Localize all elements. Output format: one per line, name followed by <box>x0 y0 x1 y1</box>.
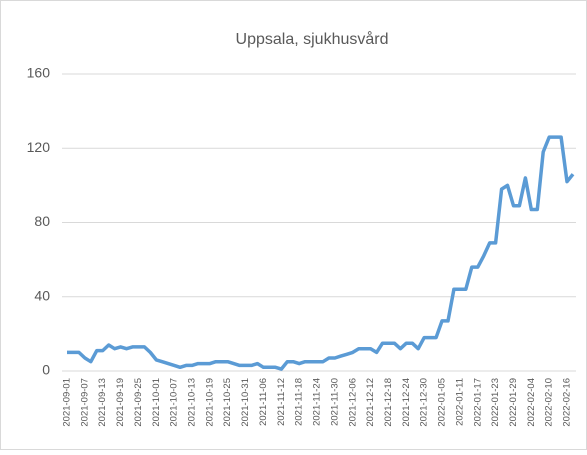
x-tick-label: 2021-12-24 <box>401 378 412 427</box>
data-line <box>67 135 575 371</box>
x-tick-label: 2021-11-12 <box>276 378 287 426</box>
x-tick-label: 2021-10-13 <box>187 378 198 427</box>
y-tick-label: 80 <box>34 213 50 229</box>
y-tick-label: 160 <box>27 65 51 81</box>
x-tick-label: 2022-01-05 <box>437 378 448 427</box>
x-tick-label: 2021-09-25 <box>133 378 144 427</box>
x-tick-label: 2021-10-07 <box>169 378 180 427</box>
y-tick-label: 40 <box>34 287 50 303</box>
x-tick-label: 2022-01-29 <box>508 378 519 427</box>
x-tick-label: 2022-02-10 <box>544 378 555 427</box>
x-tick-label: 2022-01-17 <box>472 378 483 427</box>
x-tick-label: 2022-02-16 <box>562 378 573 427</box>
x-tick-label: 2021-11-24 <box>312 378 323 426</box>
x-tick-label: 2022-02-04 <box>526 378 537 427</box>
x-tick-label: 2021-09-07 <box>79 378 90 427</box>
chart-title: Uppsala, sjukhusvård <box>236 30 389 48</box>
x-tick-label: 2021-09-01 <box>62 378 73 427</box>
y-tick-label: 0 <box>42 362 50 378</box>
x-tick-label: 2021-11-30 <box>329 378 340 426</box>
x-tick-label: 2022-01-23 <box>490 378 501 427</box>
x-tick-label: 2022-01-11 <box>454 378 465 426</box>
x-tick-label: 2021-11-06 <box>258 378 269 426</box>
x-tick-label: 2021-12-12 <box>365 378 376 427</box>
x-tick-label: 2021-12-06 <box>347 378 358 427</box>
x-tick-label: 2021-10-19 <box>204 378 215 427</box>
x-tick-label: 2021-11-18 <box>294 378 305 426</box>
x-tick-label: 2021-09-13 <box>97 378 108 427</box>
x-tick-label: 2021-12-30 <box>419 378 430 427</box>
x-tick-label: 2021-12-18 <box>383 378 394 427</box>
x-tick-label: 2021-10-25 <box>222 378 233 427</box>
x-tick-label: 2021-10-31 <box>240 378 251 427</box>
y-tick-label: 120 <box>27 139 51 155</box>
x-tick-label: 2021-10-01 <box>151 378 162 427</box>
x-tick-label: 2021-09-19 <box>115 378 126 427</box>
